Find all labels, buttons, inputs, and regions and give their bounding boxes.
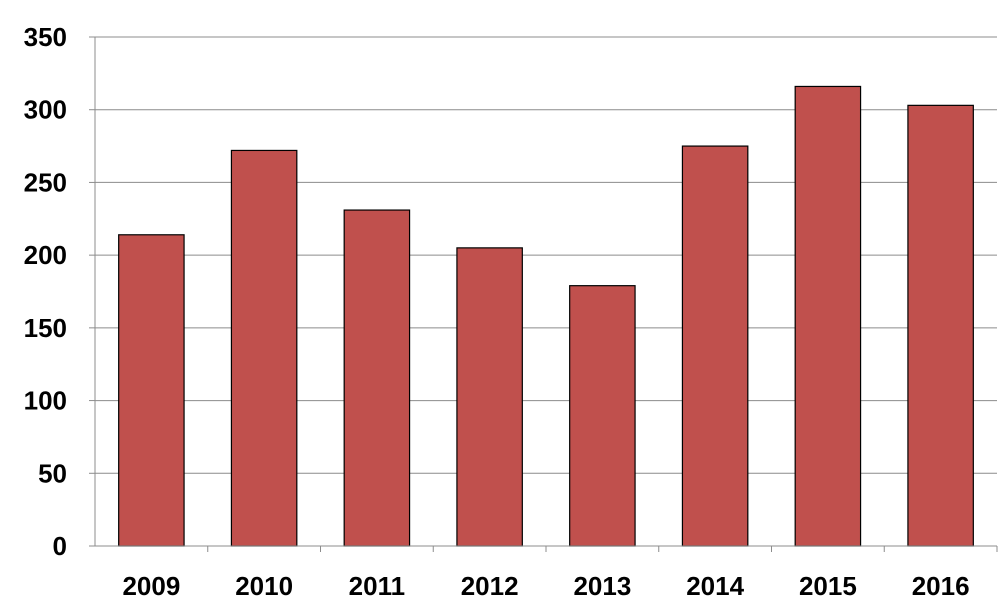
bars bbox=[118, 85, 974, 547]
x-tick-label: 2012 bbox=[461, 571, 519, 601]
x-tick-label: 2010 bbox=[235, 571, 293, 601]
y-tick-label: 350 bbox=[24, 22, 67, 52]
y-tick-label: 300 bbox=[24, 95, 67, 125]
bar-2009 bbox=[118, 234, 185, 547]
x-tick-label: 2015 bbox=[799, 571, 857, 601]
x-axis-tick-labels: 2009 2010 2011 2012 2013 2014 2015 2016 bbox=[122, 571, 969, 601]
x-tick-label: 2009 bbox=[122, 571, 180, 601]
bar-2015 bbox=[794, 85, 862, 547]
bar-2013 bbox=[569, 285, 636, 547]
y-tick-label: 200 bbox=[24, 240, 67, 270]
y-tick-label: 0 bbox=[53, 531, 67, 561]
bar-2012 bbox=[456, 247, 523, 547]
bar-2011 bbox=[343, 209, 411, 547]
x-tick-label: 2013 bbox=[573, 571, 631, 601]
x-tick-label: 2014 bbox=[686, 571, 744, 601]
x-tick-label: 2016 bbox=[912, 571, 970, 601]
y-axis-tick-labels: 0 50 100 150 200 250 300 350 bbox=[24, 22, 67, 561]
y-tick-label: 100 bbox=[24, 386, 67, 416]
y-tick-label: 250 bbox=[24, 167, 67, 197]
x-axis bbox=[89, 36, 998, 552]
y-tick-label: 50 bbox=[38, 458, 67, 488]
x-tick-label: 2011 bbox=[349, 571, 405, 601]
y-tick-label: 150 bbox=[24, 313, 67, 343]
bar-2016 bbox=[907, 104, 974, 547]
bar-2010 bbox=[230, 149, 298, 547]
gridlines bbox=[95, 36, 997, 474]
bar-2014 bbox=[681, 145, 749, 547]
